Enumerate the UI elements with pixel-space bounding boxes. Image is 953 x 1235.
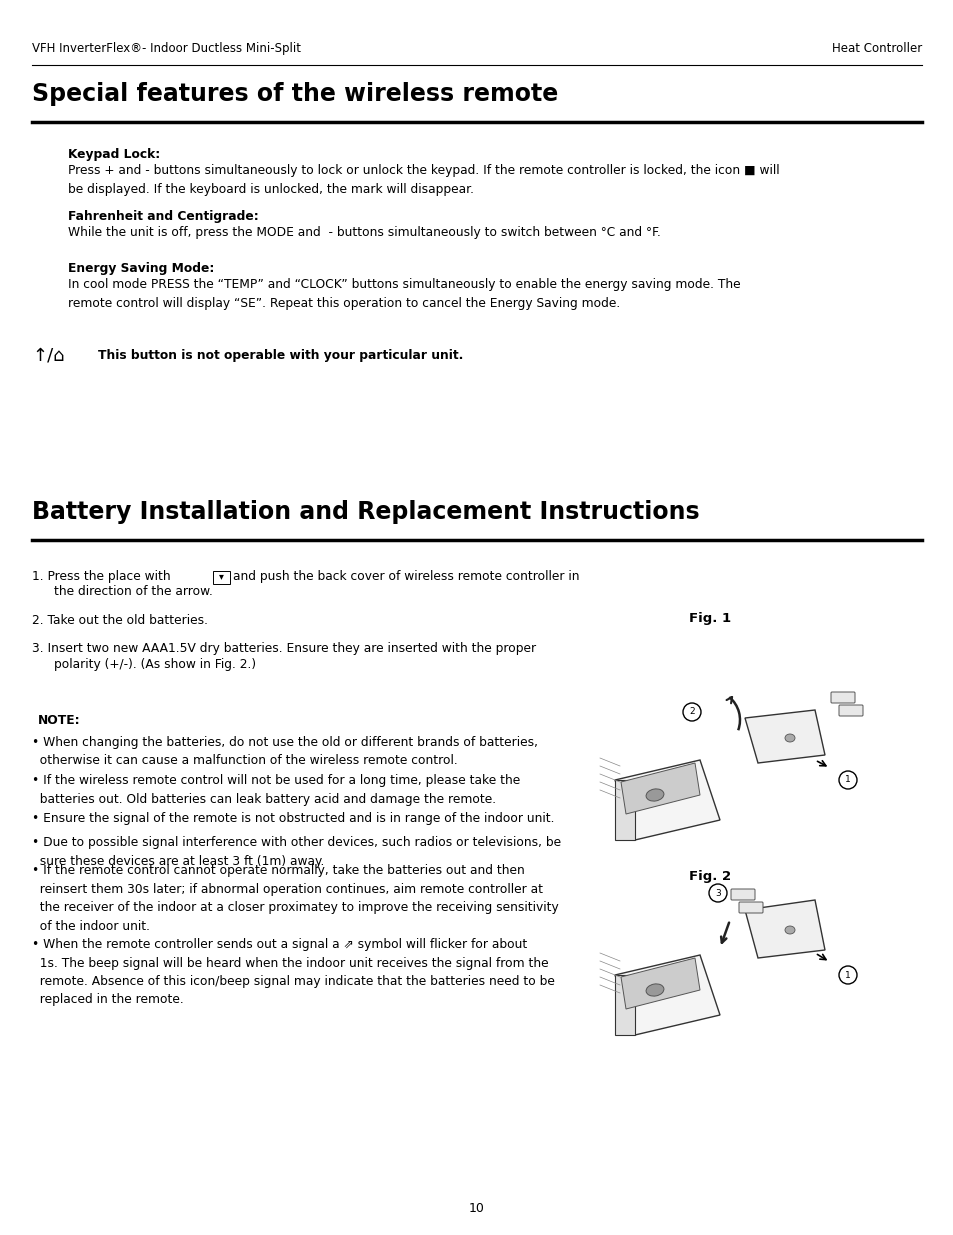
Text: • If the remote control cannot operate normally, take the batteries out and then: • If the remote control cannot operate n… xyxy=(32,864,558,932)
Text: 2. Take out the old batteries.: 2. Take out the old batteries. xyxy=(32,614,208,627)
Text: • When changing the batteries, do not use the old or different brands of batteri: • When changing the batteries, do not us… xyxy=(32,736,537,767)
Text: In cool mode PRESS the “TEMP” and “CLOCK” buttons simultaneously to enable the e: In cool mode PRESS the “TEMP” and “CLOCK… xyxy=(68,278,740,310)
Text: 3: 3 xyxy=(715,888,720,898)
Text: the direction of the arrow.: the direction of the arrow. xyxy=(54,585,213,598)
Ellipse shape xyxy=(645,984,663,997)
Text: polarity (+/-). (As show in Fig. 2.): polarity (+/-). (As show in Fig. 2.) xyxy=(54,658,255,671)
Text: • Due to possible signal interference with other devices, such radios or televis: • Due to possible signal interference wi… xyxy=(32,836,560,867)
Text: 1: 1 xyxy=(844,776,850,784)
Polygon shape xyxy=(615,955,720,1035)
Text: • If the wireless remote control will not be used for a long time, please take t: • If the wireless remote control will no… xyxy=(32,774,519,805)
Text: 1. Press the place with: 1. Press the place with xyxy=(32,571,171,583)
Text: NOTE:: NOTE: xyxy=(38,714,81,727)
Text: Fig. 2: Fig. 2 xyxy=(688,869,730,883)
Polygon shape xyxy=(615,781,635,840)
FancyBboxPatch shape xyxy=(830,692,854,703)
Text: Press + and - buttons simultaneously to lock or unlock the keypad. If the remote: Press + and - buttons simultaneously to … xyxy=(68,164,779,196)
Polygon shape xyxy=(744,710,824,763)
FancyBboxPatch shape xyxy=(838,705,862,716)
Text: VFH InverterFlex®- Indoor Ductless Mini-Split: VFH InverterFlex®- Indoor Ductless Mini-… xyxy=(32,42,301,56)
Polygon shape xyxy=(744,900,824,958)
Text: Heat Controller: Heat Controller xyxy=(831,42,921,56)
Text: 1: 1 xyxy=(844,971,850,979)
FancyBboxPatch shape xyxy=(739,902,762,913)
FancyBboxPatch shape xyxy=(213,571,230,584)
Text: and push the back cover of wireless remote controller in: and push the back cover of wireless remo… xyxy=(233,571,578,583)
Polygon shape xyxy=(620,763,700,814)
Text: • When the remote controller sends out a signal a ⇗ symbol will flicker for abou: • When the remote controller sends out a… xyxy=(32,939,555,1007)
Text: While the unit is off, press the MODE and  - buttons simultaneously to switch be: While the unit is off, press the MODE an… xyxy=(68,226,660,240)
Polygon shape xyxy=(615,760,720,840)
Text: 2: 2 xyxy=(688,708,694,716)
Text: 10: 10 xyxy=(469,1202,484,1215)
Ellipse shape xyxy=(784,734,794,742)
Text: • Ensure the signal of the remote is not obstructed and is in range of the indoo: • Ensure the signal of the remote is not… xyxy=(32,811,554,825)
Text: Fahrenheit and Centigrade:: Fahrenheit and Centigrade: xyxy=(68,210,258,224)
Text: Energy Saving Mode:: Energy Saving Mode: xyxy=(68,262,214,275)
Text: Battery Installation and Replacement Instructions: Battery Installation and Replacement Ins… xyxy=(32,500,699,524)
Text: Special features of the wireless remote: Special features of the wireless remote xyxy=(32,82,558,106)
Text: This button is not operable with your particular unit.: This button is not operable with your pa… xyxy=(98,350,463,362)
FancyBboxPatch shape xyxy=(730,889,754,900)
Text: Fig. 1: Fig. 1 xyxy=(688,613,730,625)
Ellipse shape xyxy=(645,789,663,802)
Polygon shape xyxy=(615,974,635,1035)
Text: ▾: ▾ xyxy=(218,571,223,580)
Text: ↑/⌂: ↑/⌂ xyxy=(32,346,65,364)
Polygon shape xyxy=(620,958,700,1009)
Text: Keypad Lock:: Keypad Lock: xyxy=(68,148,160,161)
Ellipse shape xyxy=(784,926,794,934)
Text: 3. Insert two new AAA1.5V dry batteries. Ensure they are inserted with the prope: 3. Insert two new AAA1.5V dry batteries.… xyxy=(32,642,536,655)
